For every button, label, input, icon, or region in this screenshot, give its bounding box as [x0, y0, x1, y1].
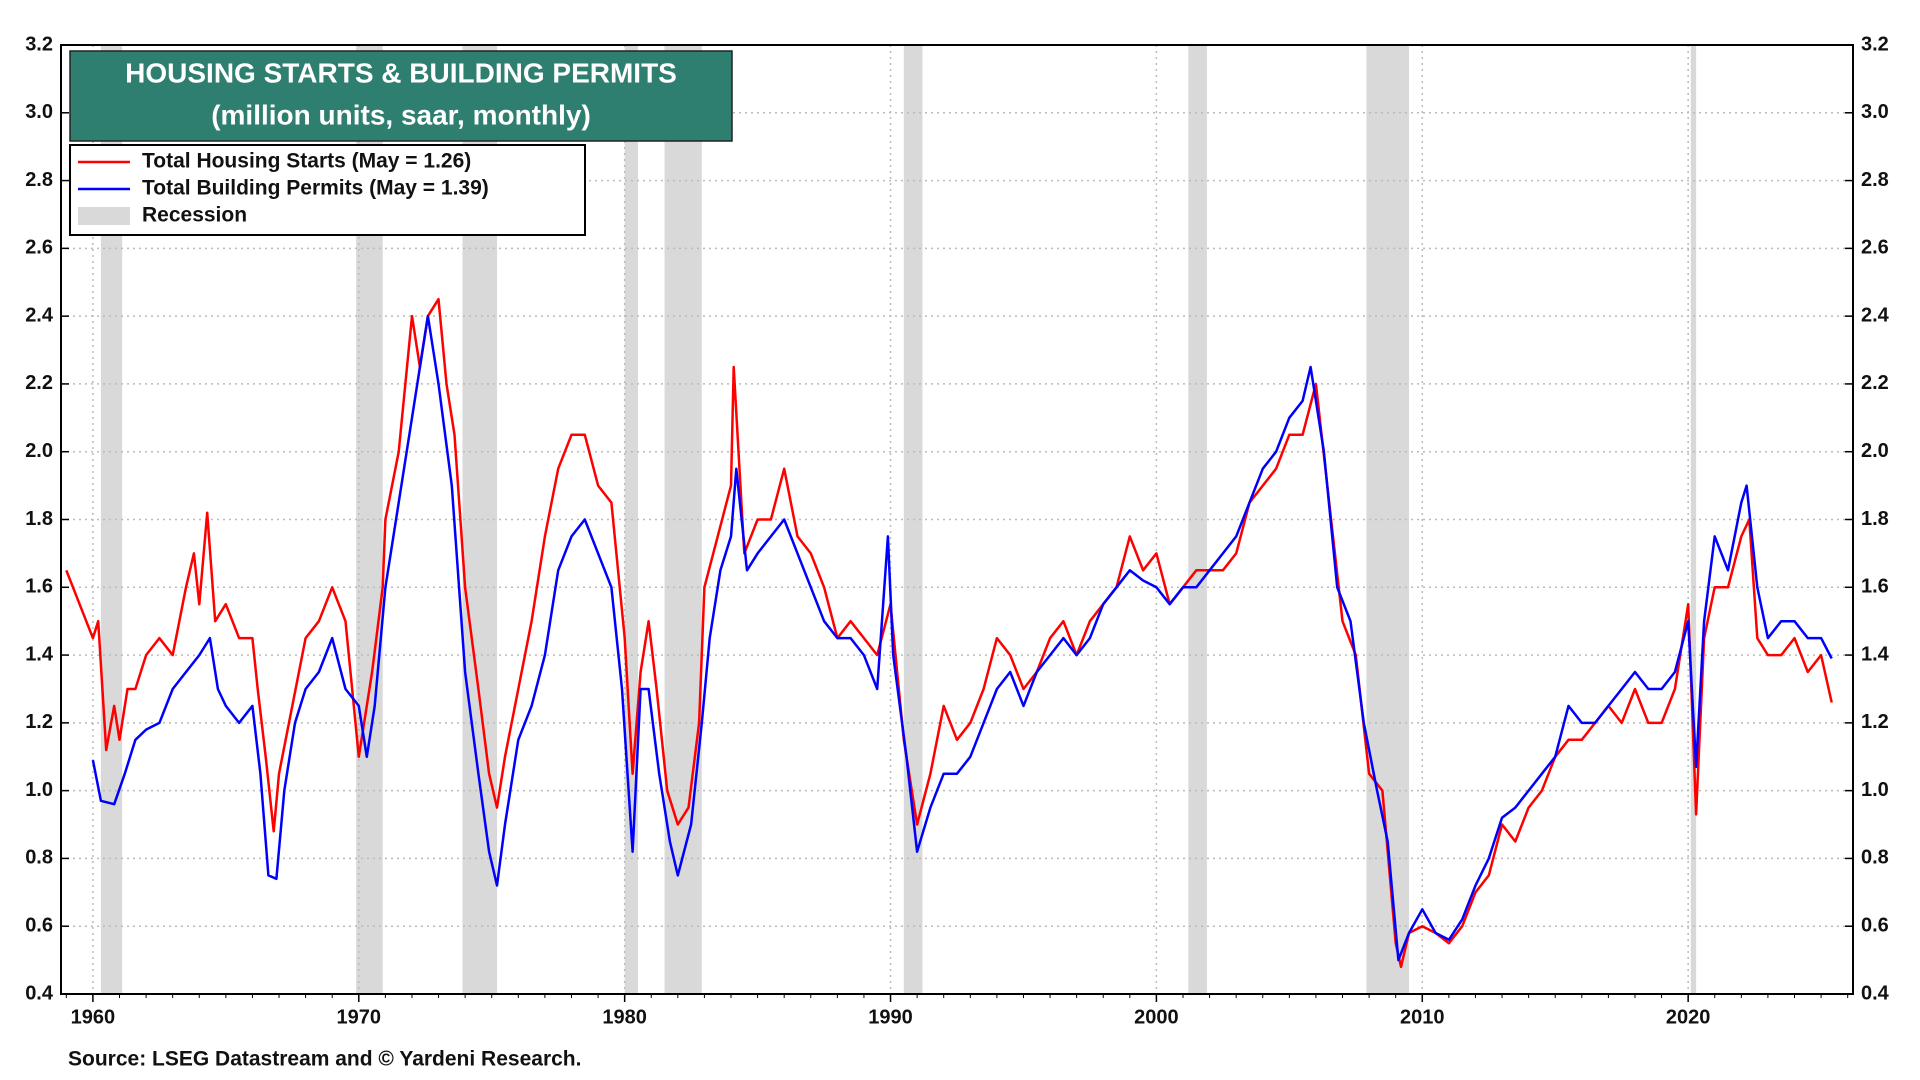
recession-band — [1188, 45, 1207, 994]
y2-tick-label: 0.6 — [1861, 914, 1889, 936]
y2-tick-label: 2.8 — [1861, 169, 1889, 191]
y-tick-label: 3.0 — [25, 101, 53, 123]
x-tick-label: 1960 — [71, 1006, 116, 1028]
x-tick-label: 1990 — [868, 1006, 913, 1028]
y-tick-label: 3.2 — [25, 33, 53, 55]
y2-tick-label: 2.4 — [1861, 304, 1890, 326]
y-tick-label: 2.0 — [25, 440, 53, 462]
source-note: Source: LSEG Datastream and © Yardeni Re… — [68, 1048, 581, 1071]
y-tick-label: 2.8 — [25, 169, 53, 191]
legend-swatch — [78, 207, 130, 225]
y-tick-label: 0.4 — [25, 982, 54, 1004]
y-tick-label: 1.0 — [25, 779, 53, 801]
legend-box — [69, 144, 586, 236]
recession-band — [100, 45, 123, 994]
y-tick-label: 1.6 — [25, 576, 53, 598]
y-tick-label: 1.2 — [25, 711, 53, 733]
legend-label: Total Building Permits (May = 1.39) — [142, 177, 489, 200]
series-line — [91, 314, 1833, 962]
legend-label: Recession — [142, 204, 247, 227]
x-tick-label: 2000 — [1134, 1006, 1179, 1028]
y2-tick-label: 1.4 — [1861, 643, 1890, 665]
y2-tick-label: 3.0 — [1861, 101, 1889, 123]
x-tick-label: 1980 — [602, 1006, 647, 1028]
legend-label: Total Housing Starts (May = 1.26) — [142, 150, 471, 173]
recession-band — [664, 45, 702, 994]
y2-tick-label: 2.6 — [1861, 237, 1889, 259]
y2-tick-label: 0.4 — [1861, 982, 1890, 1004]
y2-tick-label: 2.2 — [1861, 372, 1889, 394]
y2-tick-label: 1.0 — [1861, 779, 1889, 801]
y-tick-label: 1.4 — [25, 643, 54, 665]
series-line — [65, 297, 1833, 969]
chart-subtitle: (million units, saar, monthly) — [211, 99, 591, 130]
y-tick-label: 2.2 — [25, 372, 53, 394]
y2-tick-label: 0.8 — [1861, 847, 1889, 869]
y2-tick-label: 1.2 — [1861, 711, 1889, 733]
title-box — [69, 50, 733, 142]
x-tick-label: 2010 — [1400, 1006, 1445, 1028]
y2-tick-label: 2.0 — [1861, 440, 1889, 462]
y2-tick-label: 1.6 — [1861, 576, 1889, 598]
y-tick-label: 1.8 — [25, 508, 53, 530]
y-tick-label: 0.6 — [25, 914, 53, 936]
x-tick-label: 1970 — [337, 1006, 382, 1028]
y-tick-label: 2.6 — [25, 237, 53, 259]
y2-tick-label: 3.2 — [1861, 33, 1889, 55]
y-tick-label: 2.4 — [25, 304, 54, 326]
chart-title: HOUSING STARTS & BUILDING PERMITS — [125, 57, 677, 88]
y-tick-label: 0.8 — [25, 847, 53, 869]
x-tick-label: 2020 — [1666, 1006, 1711, 1028]
y2-tick-label: 1.8 — [1861, 508, 1889, 530]
